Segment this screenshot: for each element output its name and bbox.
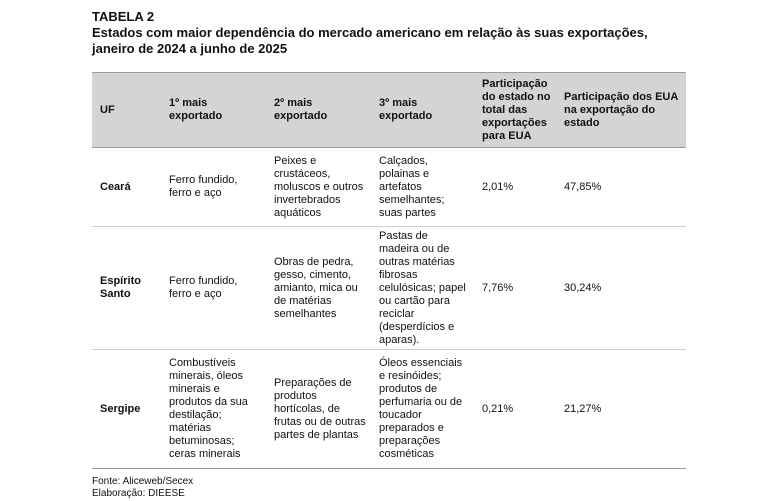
cell-first-export: Ferro fundido, ferro e aço <box>161 226 266 350</box>
table-header-row: UF 1º mais exportado 2º mais exportado 3… <box>92 72 686 148</box>
table-row: Espírito Santo Ferro fundido, ferro e aç… <box>92 226 686 350</box>
cell-third-export: Calçados, polainas e artefatos semelhant… <box>371 147 474 227</box>
cell-uf: Sergipe <box>92 349 161 469</box>
table-title: Estados com maior dependência do mercado… <box>92 25 648 56</box>
cell-state-share: 2,01% <box>474 147 556 227</box>
table-row: Sergipe Combustíveis minerais, óleos min… <box>92 349 686 469</box>
cell-usa-share: 30,24% <box>556 226 686 350</box>
cell-first-export: Ferro fundido, ferro e aço <box>161 147 266 227</box>
cell-third-export: Óleos essenciais e resinóides; produtos … <box>371 349 474 469</box>
cell-second-export: Obras de pedra, gesso, cimento, amianto,… <box>266 226 371 350</box>
cell-second-export: Preparações de produtos hortícolas, de f… <box>266 349 371 469</box>
cell-uf: Ceará <box>92 147 161 227</box>
cell-usa-share: 47,85% <box>556 147 686 227</box>
table-row: Ceará Ferro fundido, ferro e aço Peixes … <box>92 147 686 227</box>
header-third-export: 3º mais exportado <box>371 72 474 148</box>
source-note: Fonte: Aliceweb/Secex <box>92 476 194 487</box>
elaboration-note: Elaboração: DIEESE <box>92 488 185 499</box>
cell-state-share: 0,21% <box>474 349 556 469</box>
exports-table: UF 1º mais exportado 2º mais exportado 3… <box>92 72 686 469</box>
table-label: TABELA 2 <box>92 9 155 24</box>
header-usa-share: Participação dos EUA na exportação do es… <box>556 72 686 148</box>
cell-state-share: 7,76% <box>474 226 556 350</box>
cell-uf: Espírito Santo <box>92 226 161 350</box>
cell-first-export: Combustíveis minerais, óleos minerais e … <box>161 349 266 469</box>
header-second-export: 2º mais exportado <box>266 72 371 148</box>
cell-usa-share: 21,27% <box>556 349 686 469</box>
cell-second-export: Peixes e crustáceos, moluscos e outros i… <box>266 147 371 227</box>
header-first-export: 1º mais exportado <box>161 72 266 148</box>
header-state-share: Participação do estado no total das expo… <box>474 72 556 148</box>
cell-third-export: Pastas de madeira ou de outras matérias … <box>371 226 474 350</box>
header-uf: UF <box>92 72 161 148</box>
